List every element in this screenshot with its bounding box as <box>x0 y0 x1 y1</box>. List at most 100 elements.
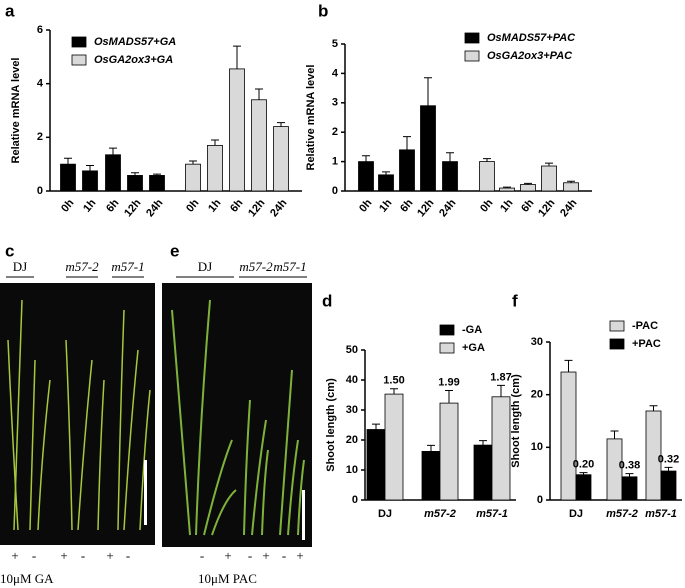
treatment-label: - <box>81 548 85 563</box>
y-tick-label: 4 <box>332 67 339 79</box>
y-tick-label: 6 <box>37 24 43 36</box>
y-tick-label: 20 <box>531 389 543 401</box>
legend-label: -PAC <box>632 320 658 332</box>
legend-swatch <box>609 320 625 332</box>
x-tick-label: 1h <box>206 197 224 215</box>
bar <box>442 161 458 192</box>
legend-label: +PAC <box>632 338 661 350</box>
bar <box>499 187 515 192</box>
legend-swatch <box>464 50 480 62</box>
photo-c <box>0 283 155 545</box>
bar <box>207 144 223 192</box>
legend-label: OsMADS57+PAC <box>487 32 576 44</box>
x-tick-label: 12h <box>122 197 144 219</box>
panel-label: b <box>318 1 328 20</box>
x-tick-label: 24h <box>268 197 290 219</box>
treatment-label: - <box>126 548 130 563</box>
annotation: 0.38 <box>619 460 640 472</box>
group-label: m57-1 <box>273 259 306 274</box>
group-label: DJ <box>13 259 27 274</box>
bar <box>185 163 201 192</box>
treatment-label: - <box>282 548 286 563</box>
error-bar <box>610 430 619 439</box>
treatment-label: + <box>11 548 18 563</box>
y-tick-label: 10 <box>346 464 358 476</box>
bar <box>491 396 511 501</box>
bar <box>439 402 459 501</box>
x-tick-label: 24h <box>437 197 459 219</box>
bar <box>660 470 677 501</box>
y-tick-label: 50 <box>346 344 358 356</box>
x-tick-label: 6h <box>228 197 246 215</box>
error-bar <box>153 173 161 176</box>
error-bar <box>524 182 532 185</box>
error-bar <box>64 157 72 165</box>
error-bar <box>479 440 487 446</box>
panel-label: d <box>322 291 332 310</box>
x-tick-label: 0h <box>478 197 496 215</box>
error-bar <box>109 147 117 155</box>
y-tick-label: 40 <box>346 374 358 386</box>
error-bar <box>372 423 380 430</box>
treatment-label: + <box>60 548 67 563</box>
annotation: 0.32 <box>658 453 679 465</box>
error-bar <box>579 472 588 475</box>
bar <box>251 99 267 192</box>
error-bar <box>445 390 453 404</box>
annotation: 0.20 <box>573 459 594 471</box>
legend-swatch <box>439 342 455 354</box>
x-tick-label: 6h <box>398 197 416 215</box>
bar <box>575 474 592 501</box>
bar <box>621 476 638 501</box>
y-tick-label: 5 <box>332 38 338 50</box>
x-tick-label: 6h <box>519 197 537 215</box>
error-bar <box>564 359 573 373</box>
bar <box>384 393 404 501</box>
y-tick-label: 1 <box>332 156 338 168</box>
x-tick-label: 12h <box>536 197 558 219</box>
treatment-label: + <box>296 548 303 563</box>
legend-label: OsGA2ox3+GA <box>94 54 173 66</box>
bar <box>229 68 245 192</box>
y-tick-label: 0 <box>332 185 338 197</box>
group-label: m57-2 <box>239 259 273 274</box>
x-tick-label: 12h <box>246 197 268 219</box>
annotation: 1.99 <box>438 376 459 388</box>
y-axis-label: Shoot length (cm) <box>325 378 337 472</box>
error-bar <box>390 388 398 395</box>
error-bar <box>567 180 575 183</box>
group-label: m57-1 <box>111 259 144 274</box>
bar <box>378 174 394 192</box>
legend-label: OsMADS57+GA <box>94 36 176 48</box>
x-tick-label: 0h <box>357 197 375 215</box>
treatment-label: - <box>248 548 252 563</box>
bar <box>399 149 415 192</box>
annotation: 1.50 <box>383 375 404 387</box>
bar <box>420 105 436 192</box>
bar <box>520 184 536 192</box>
bar <box>149 175 165 192</box>
group-label: m57-2 <box>65 259 99 274</box>
bar <box>563 182 579 192</box>
plants-c <box>7 299 151 531</box>
panel-label: c <box>5 241 14 260</box>
error-bar <box>233 45 241 69</box>
x-tick-label: DJ <box>378 508 392 520</box>
y-axis-label: Relative mRNA level <box>10 58 22 164</box>
x-tick-label: 12h <box>415 197 437 219</box>
y-tick-label: 4 <box>37 78 44 90</box>
bar <box>473 444 493 501</box>
bar <box>60 163 76 192</box>
legend-swatch <box>464 32 480 44</box>
y-axis-label: Shoot length (cm) <box>510 374 522 468</box>
error-bar <box>382 171 390 175</box>
x-tick-label: 24h <box>144 197 166 219</box>
error-bar <box>403 136 411 150</box>
error-bar <box>255 88 263 100</box>
legend-label: -GA <box>462 324 482 336</box>
x-tick-label: 6h <box>104 197 122 215</box>
panel-label: a <box>5 1 15 20</box>
bar <box>479 161 495 192</box>
annotation: 1.87 <box>490 371 511 383</box>
